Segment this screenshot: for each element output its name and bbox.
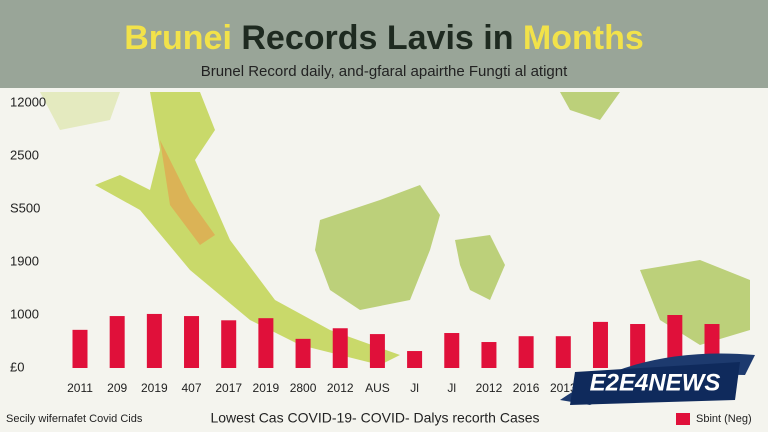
bar bbox=[592, 321, 608, 368]
title-part: Months bbox=[523, 19, 644, 57]
bar bbox=[630, 324, 646, 368]
x-tick-label: 2019 bbox=[253, 381, 280, 395]
bar bbox=[369, 334, 385, 368]
bar bbox=[407, 351, 423, 368]
x-tick-label: 2016 bbox=[513, 381, 540, 395]
y-tick-label: 2500 bbox=[10, 147, 39, 162]
title-part: Brunei bbox=[124, 19, 232, 57]
y-tick-label: £0 bbox=[10, 359, 24, 374]
bar bbox=[184, 316, 200, 368]
bar bbox=[109, 316, 125, 368]
bar bbox=[332, 328, 348, 368]
x-tick-label: 2012 bbox=[327, 381, 354, 395]
legend-swatch bbox=[676, 413, 690, 425]
x-tick-label: 2017 bbox=[215, 381, 242, 395]
x-tick-label: 2011 bbox=[67, 381, 93, 395]
bar bbox=[444, 333, 460, 368]
x-tick-label: 209 bbox=[107, 381, 127, 395]
bar bbox=[221, 320, 237, 368]
y-tick-label: 12000 bbox=[10, 94, 46, 109]
title-part: Records Lavis in bbox=[241, 19, 513, 57]
bar bbox=[555, 336, 571, 368]
bar bbox=[72, 329, 88, 368]
bar bbox=[518, 336, 534, 368]
x-tick-label: 2019 bbox=[141, 381, 168, 395]
logo-text: E2E4NEWS bbox=[590, 369, 721, 396]
x-tick-label: Jl bbox=[447, 381, 456, 395]
x-tick-label: 407 bbox=[182, 381, 202, 395]
bar bbox=[258, 318, 274, 368]
header-band bbox=[0, 0, 768, 88]
legend-label: Sbint (Neg) bbox=[696, 413, 752, 425]
y-tick-label: S500 bbox=[10, 200, 40, 215]
x-tick-label: 2012 bbox=[476, 381, 503, 395]
y-tick-label: 1000 bbox=[10, 306, 39, 321]
x-tick-label: 2013 bbox=[550, 381, 577, 395]
x-tick-label: Jl bbox=[410, 381, 419, 395]
chart-title: Brunei Records Lavis in Months bbox=[124, 19, 644, 57]
bar bbox=[295, 338, 311, 368]
x-tick-label: 2800 bbox=[290, 381, 317, 395]
bar bbox=[481, 342, 497, 368]
y-tick-label: 1900 bbox=[10, 253, 39, 268]
bar bbox=[667, 315, 683, 368]
chart-subtitle: Brunel Record daily, and-gfaral apairthe… bbox=[201, 63, 568, 80]
source-note: Secily wifernafet Covid Cids bbox=[6, 413, 143, 425]
bar bbox=[146, 313, 162, 368]
logo: E2E4NEWS bbox=[560, 353, 755, 405]
caption: Lowest Cas COVID-19- COVID- Dalys recort… bbox=[210, 410, 539, 426]
x-tick-label: AUS bbox=[365, 381, 390, 395]
